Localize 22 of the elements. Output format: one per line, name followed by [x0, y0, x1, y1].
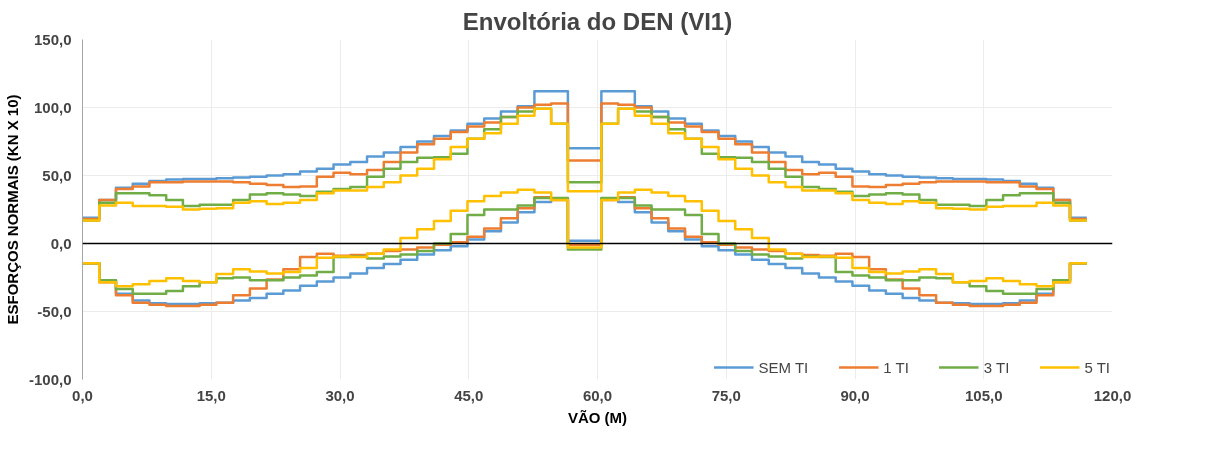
y-tick-label: -50,0: [37, 302, 72, 320]
y-tick-label: -100,0: [28, 370, 72, 388]
legend-label: SEM TI: [758, 358, 809, 376]
x-tick-label: 90,0: [840, 386, 870, 404]
y-tick-label: 0,0: [50, 234, 72, 252]
y-axis-title: ESFORÇOS NORMAIS (KN X 10): [3, 94, 21, 325]
x-tick-label: 30,0: [325, 386, 355, 404]
y-tick-label: 100,0: [33, 98, 72, 116]
x-tick-label: 75,0: [711, 386, 741, 404]
legend-label: 1 TI: [883, 358, 909, 376]
x-tick-label: 105,0: [964, 386, 1003, 404]
x-axis-title: VÃO (M): [567, 408, 628, 426]
x-tick-label: 15,0: [196, 386, 226, 404]
y-tick-label: 150,0: [33, 30, 72, 48]
x-tick-label: 0,0: [72, 386, 93, 404]
x-tick-label: 120,0: [1093, 386, 1132, 404]
y-tick-label: 50,0: [42, 166, 72, 184]
x-tick-label: 45,0: [454, 386, 484, 404]
legend-label: 5 TI: [1084, 358, 1110, 376]
legend-label: 3 TI: [983, 358, 1010, 376]
x-tick-label: 60,0: [582, 386, 613, 404]
chart-title: Envoltória do DEN (VI1): [462, 7, 733, 35]
